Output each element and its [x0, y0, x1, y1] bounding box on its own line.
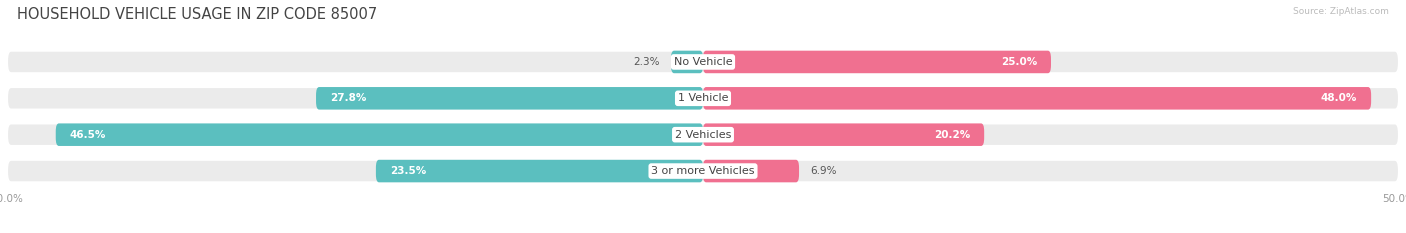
FancyBboxPatch shape [7, 87, 1399, 110]
FancyBboxPatch shape [316, 87, 703, 110]
FancyBboxPatch shape [7, 123, 1399, 146]
Text: 20.2%: 20.2% [934, 130, 970, 140]
Text: 48.0%: 48.0% [1320, 93, 1357, 103]
FancyBboxPatch shape [56, 123, 703, 146]
FancyBboxPatch shape [671, 51, 703, 73]
Text: 25.0%: 25.0% [1001, 57, 1038, 67]
Text: Source: ZipAtlas.com: Source: ZipAtlas.com [1294, 7, 1389, 16]
FancyBboxPatch shape [375, 160, 703, 182]
FancyBboxPatch shape [703, 160, 799, 182]
FancyBboxPatch shape [7, 160, 1399, 182]
Text: No Vehicle: No Vehicle [673, 57, 733, 67]
Text: 2 Vehicles: 2 Vehicles [675, 130, 731, 140]
Text: 3 or more Vehicles: 3 or more Vehicles [651, 166, 755, 176]
Text: 27.8%: 27.8% [330, 93, 367, 103]
FancyBboxPatch shape [703, 123, 984, 146]
Text: 46.5%: 46.5% [70, 130, 105, 140]
Text: 2.3%: 2.3% [633, 57, 659, 67]
FancyBboxPatch shape [703, 51, 1052, 73]
Text: 1 Vehicle: 1 Vehicle [678, 93, 728, 103]
Text: HOUSEHOLD VEHICLE USAGE IN ZIP CODE 85007: HOUSEHOLD VEHICLE USAGE IN ZIP CODE 8500… [17, 7, 377, 22]
Text: 6.9%: 6.9% [810, 166, 837, 176]
FancyBboxPatch shape [7, 51, 1399, 73]
FancyBboxPatch shape [703, 87, 1371, 110]
Text: 23.5%: 23.5% [389, 166, 426, 176]
